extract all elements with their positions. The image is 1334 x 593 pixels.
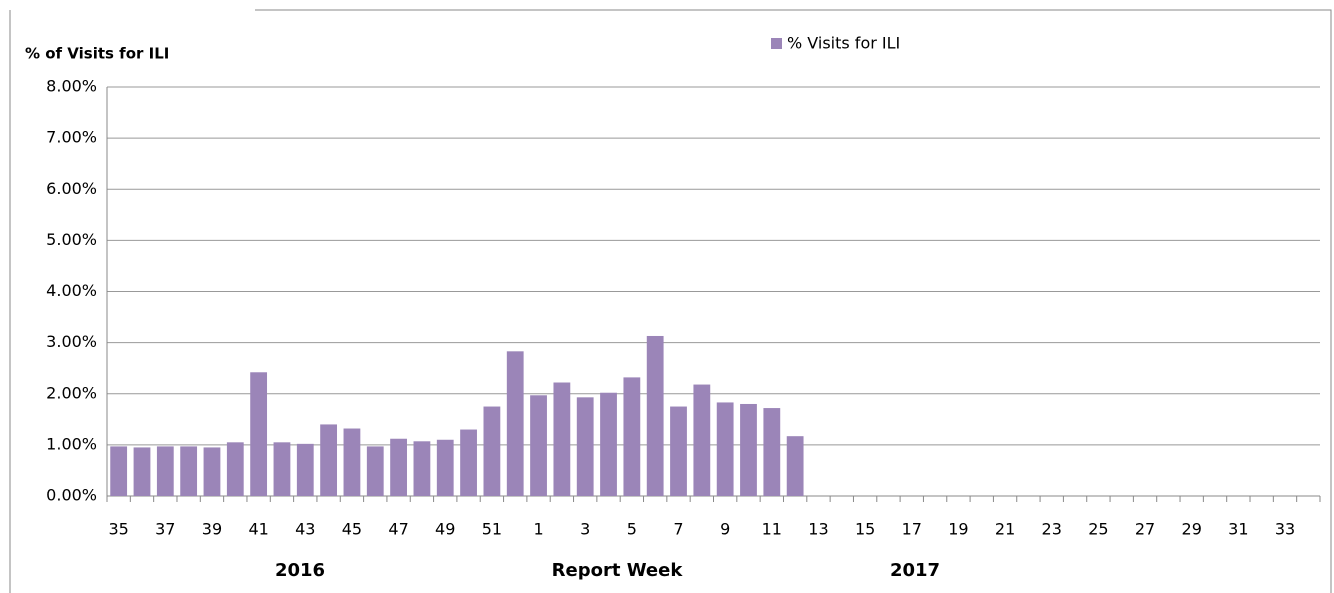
- x-tick-label: 41: [248, 520, 268, 539]
- bar: [716, 402, 734, 496]
- x-axis-label: Report Week: [552, 560, 684, 581]
- x-tick-label: 47: [388, 520, 408, 539]
- legend-swatch: [771, 38, 782, 49]
- x-tick-label: 37: [155, 520, 175, 539]
- bar: [740, 403, 757, 496]
- y-tick-label: 1.00%: [46, 434, 97, 453]
- x-tick-label: 35: [108, 520, 128, 539]
- year-label: 2017: [890, 560, 940, 581]
- bar: [133, 447, 151, 496]
- bar: [296, 443, 314, 496]
- bar: [320, 424, 338, 496]
- y-tick-label: 5.00%: [46, 230, 97, 249]
- x-tick-label: 29: [1182, 520, 1202, 539]
- bar: [553, 382, 571, 496]
- y-tick-label: 6.00%: [46, 179, 97, 198]
- x-tick-label: 49: [435, 520, 455, 539]
- frame: [255, 9, 1332, 593]
- x-tick-label: 3: [580, 520, 590, 539]
- bar: [646, 335, 664, 496]
- bar: [273, 442, 291, 496]
- bar: [156, 446, 174, 496]
- bar: [530, 395, 547, 496]
- y-tick-label: 2.00%: [46, 383, 97, 402]
- bar: [390, 438, 407, 496]
- x-tick-label: 51: [482, 520, 502, 539]
- bar: [343, 428, 361, 496]
- x-tick-label: 39: [202, 520, 222, 539]
- legend-label: % Visits for ILI: [787, 34, 900, 53]
- bar: [483, 406, 501, 496]
- bar: [506, 351, 524, 496]
- x-tick-label: 5: [627, 520, 637, 539]
- x-tick-label: 43: [295, 520, 315, 539]
- x-tick-label: 15: [855, 520, 875, 539]
- bar: [576, 397, 594, 496]
- x-tick-label: 33: [1275, 520, 1295, 539]
- bar: [250, 372, 268, 496]
- x-tick-label: 11: [762, 520, 782, 539]
- year-label: 2016: [275, 560, 325, 581]
- x-tick-label: 21: [995, 520, 1015, 539]
- y-tick-label: 0.00%: [46, 486, 97, 505]
- bar: [226, 442, 244, 496]
- bar: [180, 446, 198, 496]
- bar: [366, 446, 384, 496]
- y-axis-label: % of Visits for ILI: [25, 45, 169, 63]
- x-tick-label: 45: [342, 520, 362, 539]
- x-tick-label: 31: [1228, 520, 1248, 539]
- x-tick-label: 27: [1135, 520, 1155, 539]
- bar: [110, 446, 128, 496]
- bar: [460, 429, 477, 496]
- x-tick-label: 13: [808, 520, 828, 539]
- bar: [763, 408, 781, 496]
- x-tick-label: 9: [720, 520, 730, 539]
- x-tick-label: 17: [902, 520, 922, 539]
- y-tick-label: 4.00%: [46, 281, 97, 300]
- bar: [693, 384, 711, 496]
- bar: [436, 439, 454, 496]
- bar: [623, 377, 641, 496]
- x-tick-label: 19: [948, 520, 968, 539]
- x-tick-label: 7: [673, 520, 683, 539]
- y-tick-label: 7.00%: [46, 128, 97, 147]
- x-tick-label: 25: [1088, 520, 1108, 539]
- bar: [786, 436, 804, 496]
- bar: [670, 406, 687, 496]
- bar: [600, 392, 617, 496]
- x-tick-label: 23: [1042, 520, 1062, 539]
- y-tick-label: 3.00%: [46, 332, 97, 351]
- y-tick-label: 8.00%: [46, 77, 97, 96]
- bar: [413, 441, 431, 496]
- x-tick-label: 1: [533, 520, 543, 539]
- bar: [203, 447, 221, 496]
